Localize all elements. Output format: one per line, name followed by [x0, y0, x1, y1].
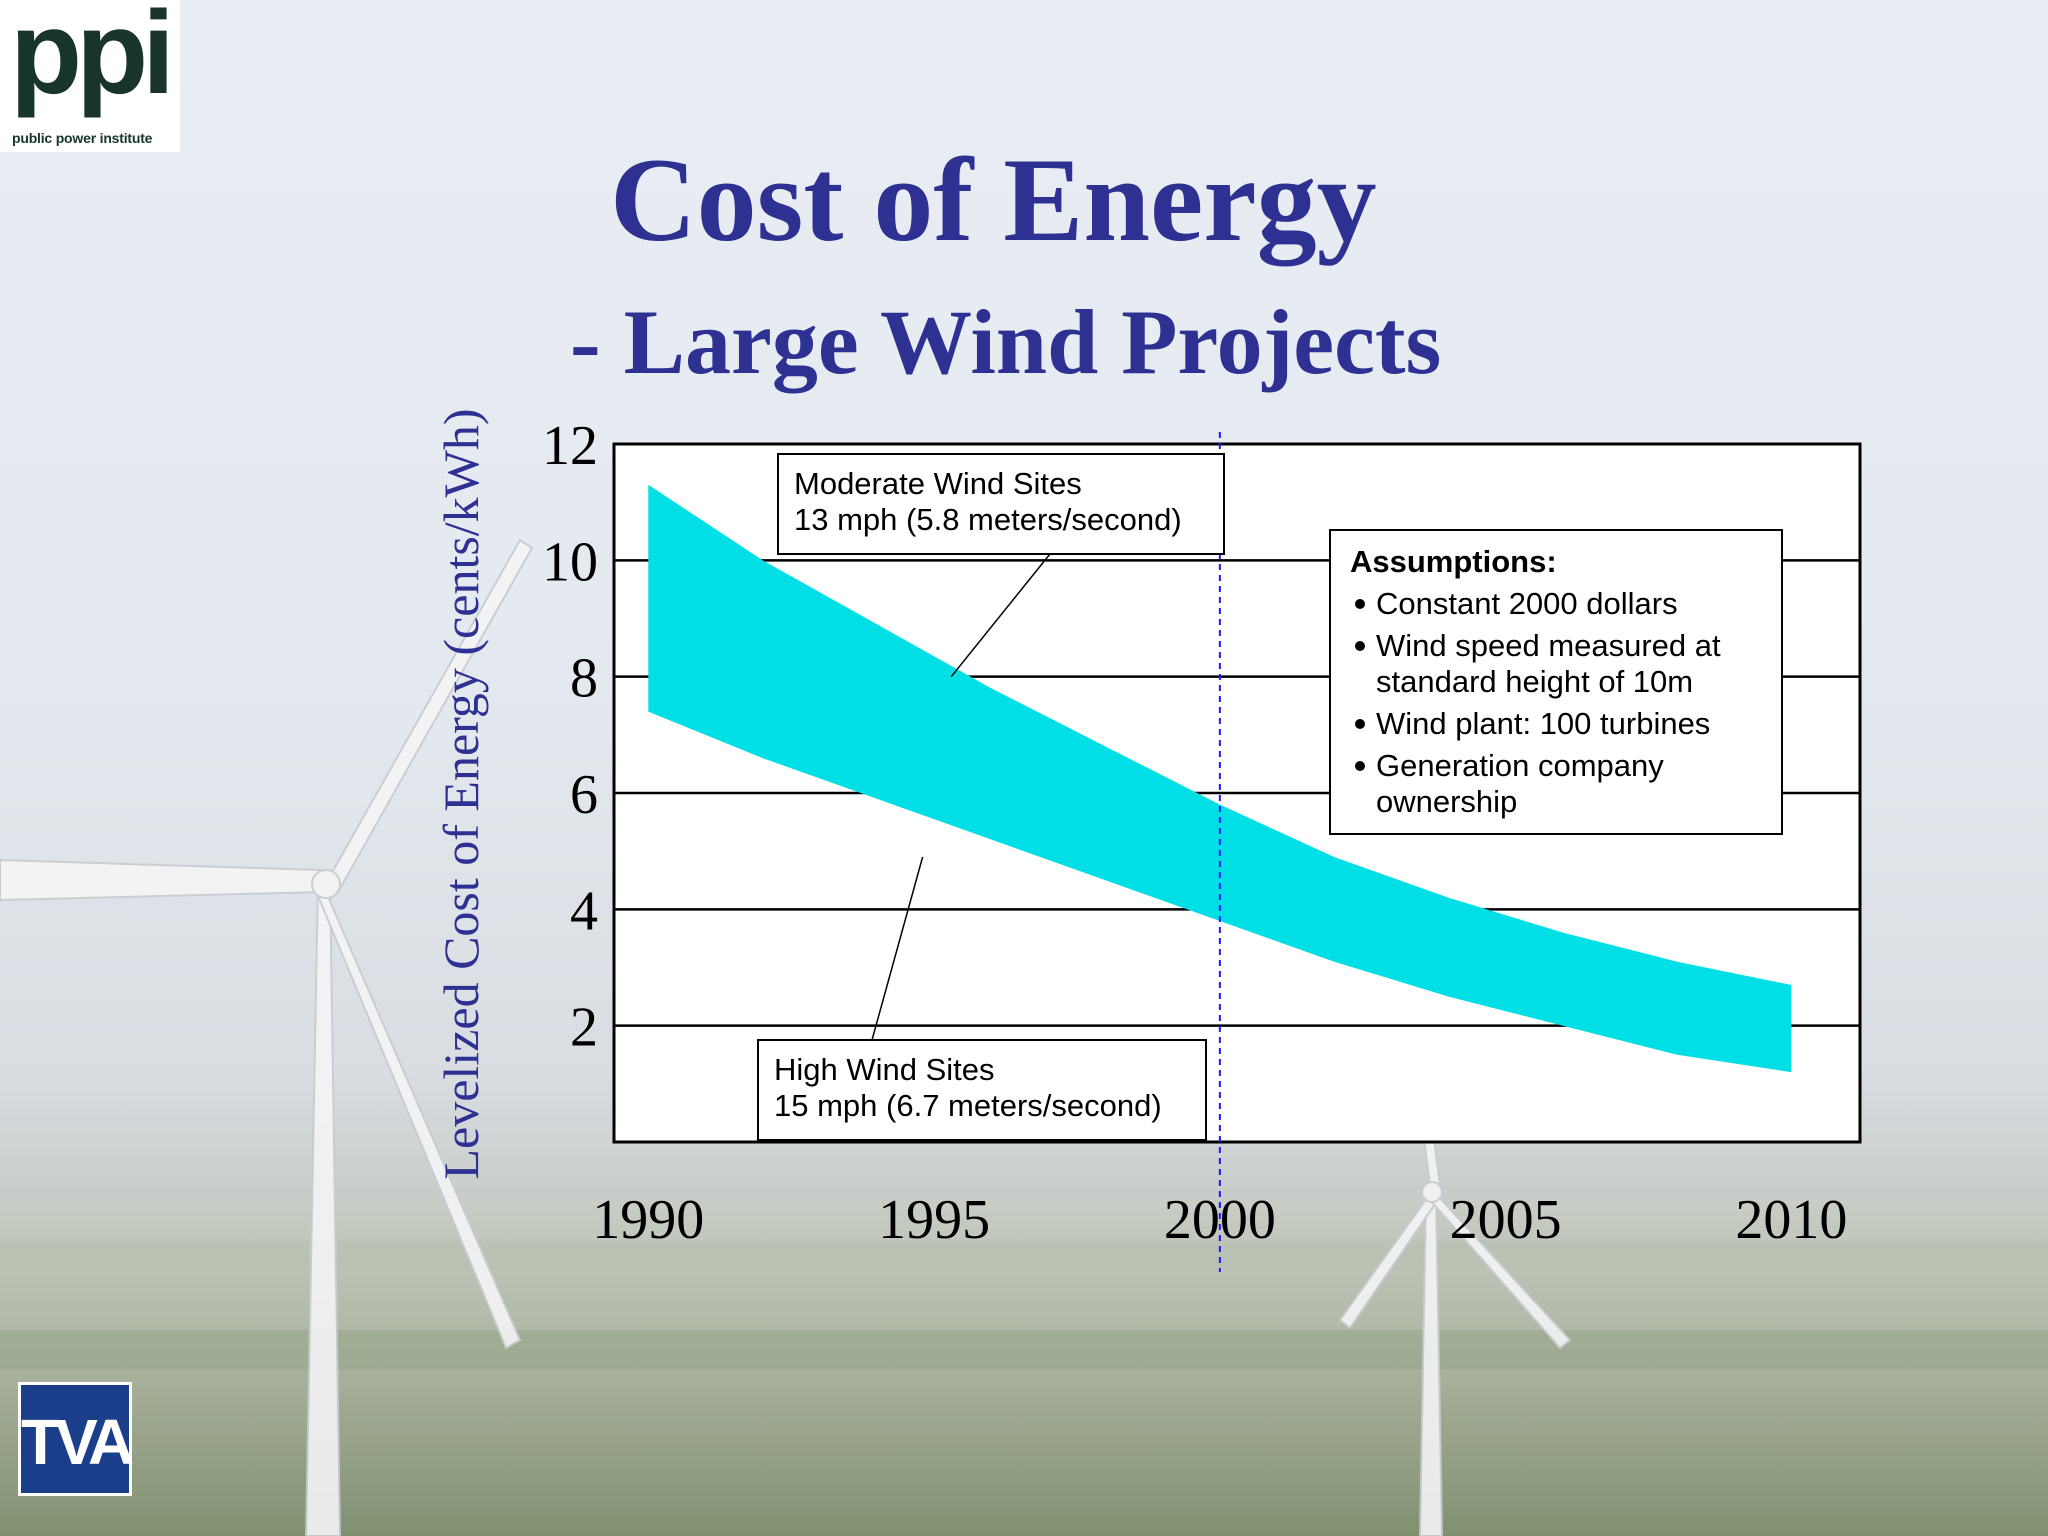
assumption-text: Generation company: [1376, 748, 1664, 783]
assumption-text: ownership: [1376, 784, 1517, 819]
assumptions-box: Assumptions: Constant 2000 dollars Wind s…: [1329, 529, 1783, 835]
x-tick-1990: 1990: [592, 1189, 704, 1251]
moderate-annotation-title: Moderate Wind Sites: [794, 466, 1082, 501]
high-annotation-speed: 15 mph (6.7 meters/second): [774, 1088, 1162, 1123]
y-tick-10: 10: [542, 531, 598, 593]
assumption-item: Wind plant: 100 turbines: [1355, 706, 1710, 741]
x-tick-2000: 2000: [1164, 1189, 1276, 1251]
x-tick-labels: 1990 1995 2000 2005 2010: [592, 1189, 1847, 1251]
y-tick-2: 2: [570, 997, 598, 1059]
moderate-leader-line: [950, 553, 1051, 678]
slide-title: Cost of Energy: [610, 133, 1377, 266]
cost-band-area: [648, 484, 1792, 1073]
moderate-wind-annotation: Moderate Wind Sites 13 mph (5.8 meters/s…: [777, 453, 1225, 555]
assumptions-box-frame: [1329, 529, 1783, 835]
x-tick-2005: 2005: [1450, 1189, 1562, 1251]
y-tick-4: 4: [570, 880, 598, 942]
x-tick-1995: 1995: [878, 1189, 990, 1251]
ppi-logo-subtitle: public power institute: [12, 130, 153, 146]
tva-logo: TVA: [18, 1382, 134, 1496]
y-tick-8: 8: [570, 648, 598, 710]
x-tick-2010: 2010: [1735, 1189, 1847, 1251]
assumption-text: Constant 2000 dollars: [1376, 586, 1678, 621]
assumption-text: standard height of 10m: [1376, 664, 1693, 699]
slide-subtitle: - Large Wind Projects: [570, 291, 1442, 393]
y-tick-12: 12: [542, 415, 598, 477]
assumption-item: Constant 2000 dollars: [1355, 586, 1678, 621]
high-leader-line: [871, 856, 924, 1041]
assumption-text: Wind speed measured at: [1376, 628, 1721, 663]
high-annotation-title: High Wind Sites: [774, 1052, 995, 1087]
ppi-logo-mark: ppi: [10, 0, 175, 119]
y-tick-labels: 2 4 6 8 10 12: [542, 415, 598, 1059]
bullet-dot: [1355, 719, 1365, 729]
assumptions-list: Constant 2000 dollars Wind speed measured…: [1355, 586, 1721, 819]
assumption-text: Wind plant: 100 turbines: [1376, 706, 1710, 741]
y-axis-label: Levelized Cost of Energy (cents/kWh): [433, 408, 489, 1179]
high-wind-annotation: High Wind Sites 15 mph (6.7 meters/secon…: [757, 1039, 1207, 1141]
high-annotation-box: [757, 1039, 1207, 1141]
ppi-logo: ppi public power institute: [0, 0, 180, 152]
bullet-dot: [1355, 641, 1365, 651]
moderate-annotation-speed: 13 mph (5.8 meters/second): [794, 502, 1182, 537]
moderate-annotation-box: [777, 453, 1225, 555]
assumptions-heading: Assumptions:: [1350, 544, 1557, 579]
bullet-dot: [1355, 761, 1365, 771]
y-tick-6: 6: [570, 764, 598, 826]
bullet-dot: [1355, 599, 1365, 609]
